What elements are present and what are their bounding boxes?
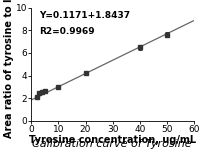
Text: Y=0.1171+1.8437: Y=0.1171+1.8437 xyxy=(39,11,131,20)
Y-axis label: Area ratio of tyrosine to IS: Area ratio of tyrosine to IS xyxy=(4,0,14,138)
Text: R2=0.9969: R2=0.9969 xyxy=(39,27,95,36)
Text: Calibration curve of Tyrosine: Calibration curve of Tyrosine xyxy=(32,139,192,149)
X-axis label: Tyrosine concentration, ug/mL: Tyrosine concentration, ug/mL xyxy=(29,135,196,145)
